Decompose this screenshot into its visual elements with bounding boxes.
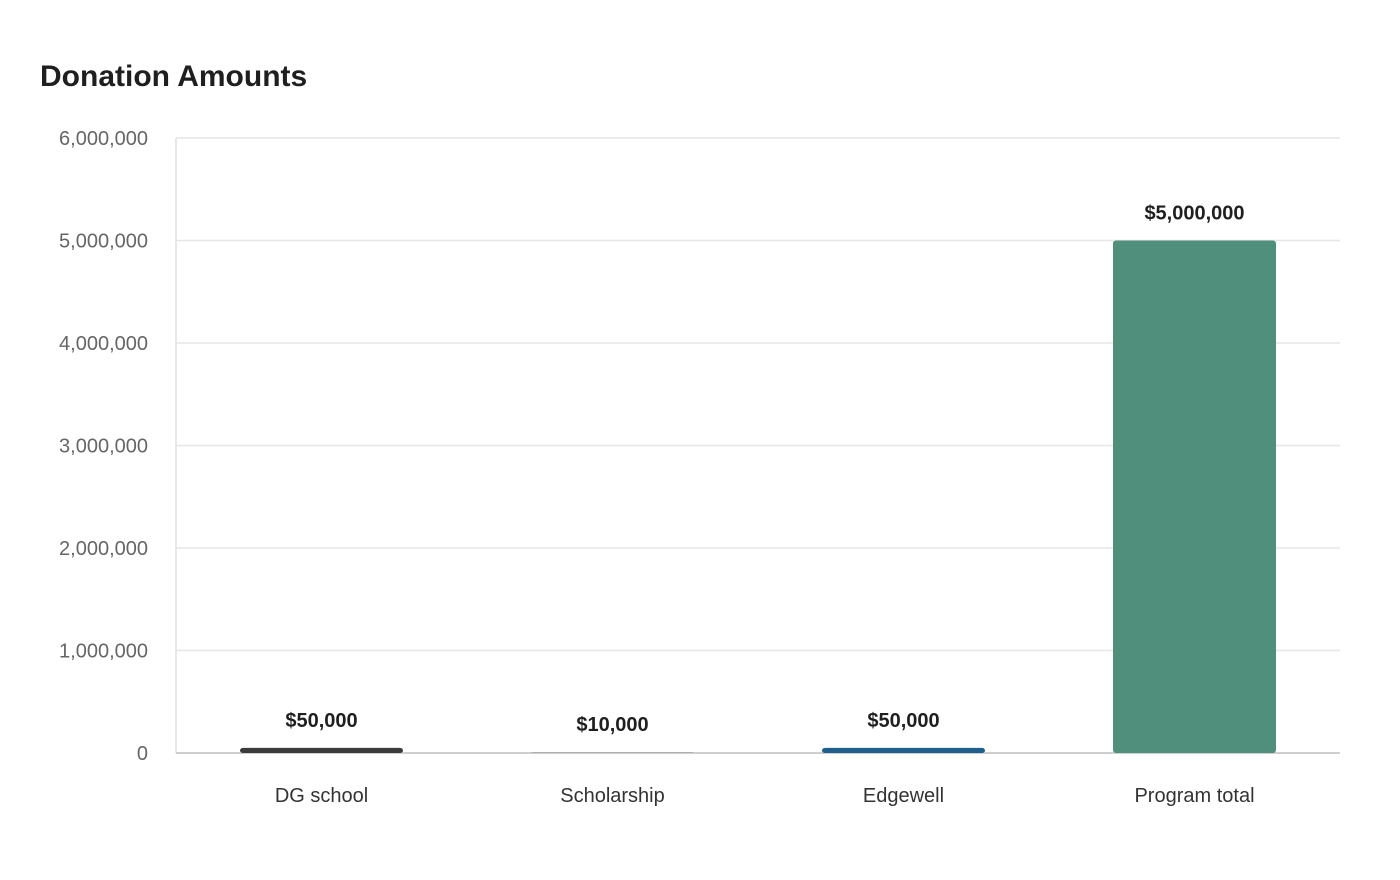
data-label: $10,000 (576, 714, 648, 736)
y-tick-label: 0 (137, 743, 148, 765)
category-labels: DG school Scholarship Edgewell Program tota… (275, 785, 1255, 807)
bar-edgewell (822, 747, 985, 753)
y-tick-label: 3,000,000 (59, 436, 148, 458)
bar-dg-school (240, 747, 403, 753)
chart-title: Donation Amounts (40, 60, 308, 93)
category-label: DG school (275, 785, 368, 807)
y-tick-label: 2,000,000 (59, 538, 148, 560)
category-label: Scholarship (560, 785, 665, 807)
bar-program-total (1113, 240, 1276, 753)
data-labels: $50,000 $10,000 $50,000 $5,000,000 (285, 203, 1244, 736)
y-tick-labels: 0 1,000,000 2,000,000 3,000,000 4,000,000 5,0… (59, 128, 148, 765)
data-label: $50,000 (867, 710, 939, 732)
y-tick-label: 4,000,000 (59, 333, 148, 355)
grid-lines (176, 137, 1340, 652)
data-label: $5,000,000 (1144, 203, 1244, 225)
data-label: $50,000 (285, 710, 357, 732)
category-label: Program total (1134, 785, 1254, 807)
y-tick-label: 5,000,000 (59, 231, 148, 253)
bars (240, 240, 1276, 753)
y-tick-label: 1,000,000 (59, 641, 148, 663)
category-label: Edgewell (863, 785, 944, 807)
y-tick-label: 6,000,000 (59, 128, 148, 150)
bar-scholarship (531, 751, 694, 753)
